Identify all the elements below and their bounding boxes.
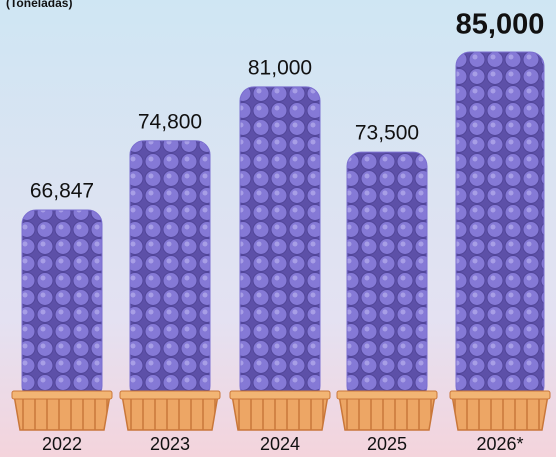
subtitle: (Toneladas) <box>6 0 72 10</box>
x-tick-label: 2022 <box>42 434 82 454</box>
basket <box>231 394 329 431</box>
basket <box>13 394 111 431</box>
x-tick-label: 2026* <box>476 434 523 454</box>
bar <box>239 86 321 401</box>
bar <box>129 140 211 401</box>
basket <box>338 394 436 431</box>
value-label: 74,800 <box>138 110 202 133</box>
basket <box>451 394 549 431</box>
value-label: 81,000 <box>248 56 312 79</box>
basket-rim <box>449 390 551 400</box>
x-tick-label: 2024 <box>260 434 300 454</box>
basket <box>121 394 219 431</box>
bar <box>21 209 103 401</box>
value-label: 66,847 <box>30 180 94 203</box>
bar <box>346 151 428 401</box>
value-label: 85,000 <box>456 9 545 41</box>
x-tick-label: 2023 <box>150 434 190 454</box>
basket-rim <box>119 390 221 400</box>
value-label: 73,500 <box>355 122 419 145</box>
x-tick-label: 2025 <box>367 434 407 454</box>
basket-rim <box>336 390 438 400</box>
basket-rim <box>11 390 113 400</box>
bar <box>455 51 545 401</box>
basket-rim <box>229 390 331 400</box>
